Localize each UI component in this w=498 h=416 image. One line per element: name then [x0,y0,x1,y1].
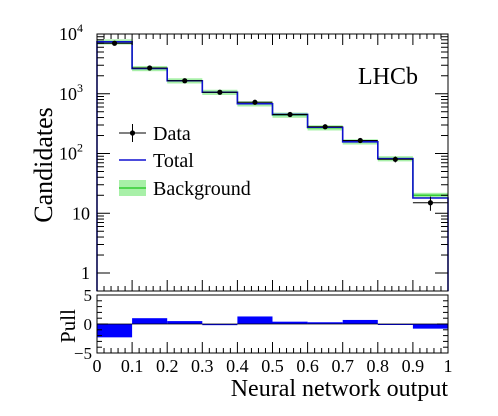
legend-data-marker [129,130,136,136]
y-tick-exponent: 3 [77,81,83,95]
main-panel: 1 10 102 103 104 Data Total Background [59,21,449,292]
y-tick-label: 104 [59,21,83,44]
pull-tick-label: 5 [84,286,93,305]
x-tick-label: 0.4 [226,356,249,376]
x-tick-label: 1 [444,356,453,376]
legend-label-background: Background [153,178,251,200]
data-point [357,137,363,144]
data-point [252,99,258,105]
pull-bar [97,324,133,338]
data-point [322,124,328,130]
pull-bar [307,322,343,324]
pull-bar [272,321,308,324]
data-point [182,78,188,84]
pull-tick-label: 0 [84,315,93,334]
pull-bar [377,324,413,325]
lhcb-annotation: LHCb [358,64,418,90]
pull-bar [237,316,273,324]
y-tick-label: 10 [72,203,90,223]
data-point [427,200,434,206]
y-tick-label: 1 [81,263,90,283]
pull-axis-label: Pull [56,309,80,343]
pull-bar [202,324,238,326]
pull-bar [167,321,203,324]
legend: Data Total Background [119,123,251,200]
data-point [111,40,118,46]
x-tick-label: 0.3 [191,356,214,376]
y-tick-exponent: 2 [77,141,83,155]
x-tick-label: 0.2 [156,356,179,376]
x-tick-label: 0.1 [121,356,144,376]
pull-bar [132,318,168,324]
legend-label-total: Total [153,150,194,172]
data-point [287,111,293,118]
x-tick-label: 0.5 [261,356,284,376]
data-point [392,156,398,162]
pull-bar [342,319,378,324]
x-tick-label: 0.9 [402,356,425,376]
data-point [217,89,223,95]
pull-bar [412,324,448,329]
pull-tick-label: −5 [74,344,92,363]
x-tick-label: 0.7 [331,356,354,376]
y-tick-label: 102 [59,141,83,164]
x-tick-label: 0.6 [296,356,319,376]
y-tick-label: 103 [59,81,83,104]
legend-label-data: Data [153,123,191,145]
x-tick-label: 0 [93,356,102,376]
x-tick-label: 0.8 [367,356,390,376]
y-tick-exponent: 4 [77,21,83,35]
data-point [147,65,153,71]
x-axis-label: Neural network output [231,376,449,402]
pull-panel: 50−50 0.1 0.2 0.3 0.4 0.5 0.6 0.7 0.8 0.9 1 [74,286,453,376]
y-axis-label: Candidates [29,107,58,223]
